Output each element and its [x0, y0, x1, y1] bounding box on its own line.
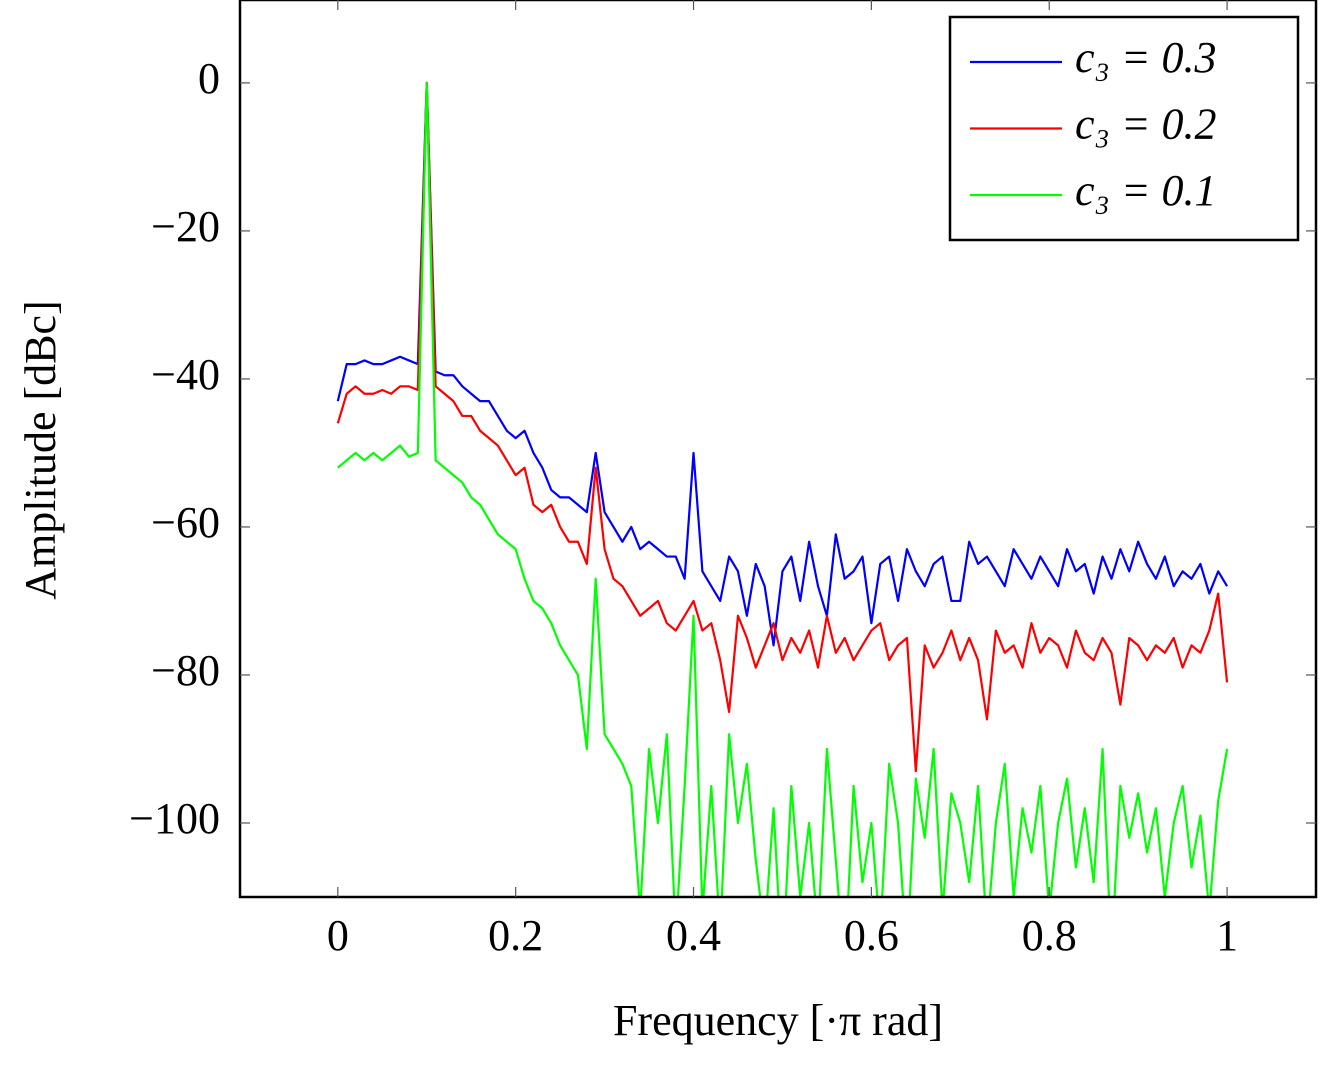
- x-tick-label: 0: [327, 911, 349, 960]
- data-line: [336, 81, 1229, 773]
- legend-label: c₃ = 0.3: [1075, 33, 1217, 82]
- x-tick-label: 0.4: [666, 911, 721, 960]
- x-tick-label: 0.6: [844, 911, 899, 960]
- plot-frame: [238, 0, 1318, 899]
- y-tick-label: −40: [151, 350, 220, 399]
- x-tick-label: 0.8: [1022, 911, 1077, 960]
- y-axis-title: Amplitude [dBc]: [16, 300, 65, 599]
- y-tick-label: −60: [151, 498, 220, 547]
- y-tick-label: 0: [198, 54, 220, 103]
- legend-label: c₃ = 0.1: [1075, 166, 1217, 215]
- y-tick-label: −80: [151, 646, 220, 695]
- data-line: [336, 81, 1229, 647]
- legend: c₃ = 0.3 c₃ = 0.2 c₃ = 0.1: [948, 15, 1300, 242]
- data-line: [337, 81, 1229, 897]
- x-tick-label: 0.2: [488, 911, 543, 960]
- x-axis-title: Frequency [·π rad]: [613, 996, 943, 1045]
- x-tick-label: 1: [1216, 911, 1238, 960]
- y-tick-label: −100: [129, 794, 220, 843]
- plot-area: [336, 81, 1229, 897]
- legend-label: c₃ = 0.2: [1075, 100, 1217, 149]
- y-tick-label: −20: [151, 202, 220, 251]
